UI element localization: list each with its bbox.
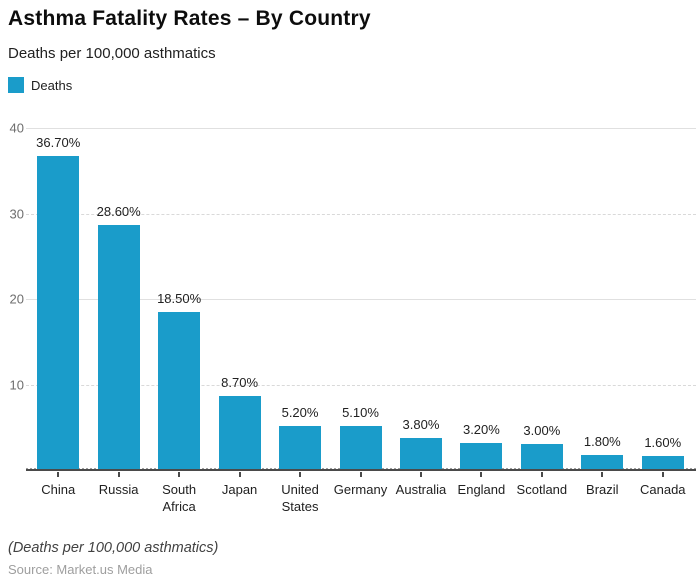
x-axis-label-scotland: Scotland	[516, 482, 568, 497]
x-axis-tick	[661, 472, 664, 477]
bar-value-label: 5.10%	[342, 405, 379, 421]
x-axis-tick	[238, 472, 241, 477]
gridline-y-30	[26, 213, 696, 215]
bar-value-label: 3.20%	[462, 421, 500, 437]
bar-value-label: 3.80%	[402, 416, 440, 432]
x-axis-label-england: England	[457, 482, 506, 497]
bar-russia	[97, 225, 140, 470]
x-axis-tick	[299, 472, 302, 477]
x-axis-line	[26, 469, 696, 471]
gridline-y-10	[26, 384, 696, 386]
gridline-y-20	[26, 299, 696, 300]
x-axis-tick	[480, 472, 483, 477]
gridline-y-40	[26, 128, 696, 129]
bar-germany	[339, 426, 382, 470]
x-axis-label-south-africa: South Africa	[162, 482, 197, 514]
page-title: Asthma Fatality Rates – By Country	[8, 7, 371, 30]
bar-value-label: 18.50%	[157, 290, 202, 306]
bar-value-label: 1.60%	[644, 435, 682, 451]
bar-value-label: 1.80%	[583, 433, 621, 449]
bar-china	[37, 156, 80, 470]
source-credit: Source: Market.us Media	[8, 562, 153, 577]
x-axis-tick	[419, 472, 422, 477]
x-axis-label-japan: Japan	[221, 482, 258, 497]
bar-canada	[641, 456, 684, 470]
legend-label: Deaths	[31, 77, 73, 93]
bar-value-label: 3.00%	[523, 423, 561, 439]
bar-brazil	[581, 454, 624, 470]
x-axis-tick	[601, 472, 604, 477]
x-axis-label-australia: Australia	[395, 482, 447, 497]
legend: Deaths	[8, 77, 72, 93]
y-axis-tick-label: 30	[9, 206, 24, 221]
x-axis-tick	[57, 472, 60, 477]
chart-footnote: (Deaths per 100,000 asthmatics)	[8, 540, 219, 556]
y-axis-tick-label: 20	[9, 291, 24, 307]
x-axis-tick	[178, 472, 181, 477]
bar-scotland	[520, 444, 563, 470]
bar-value-label: 28.60%	[96, 204, 141, 220]
bar-united-states	[279, 425, 322, 470]
y-axis-tick-label: 10	[9, 377, 24, 392]
x-axis-label-brazil: Brazil	[586, 482, 619, 497]
x-axis-label-canada: Canada	[639, 482, 686, 497]
bar-england	[460, 442, 503, 470]
x-axis-label-united-states: United States	[281, 482, 319, 514]
x-axis-label-china: China	[41, 482, 76, 497]
x-axis-tick	[117, 472, 120, 477]
x-axis-tick	[359, 472, 362, 477]
bar-south-africa	[158, 311, 201, 470]
legend-swatch-icon	[8, 77, 24, 93]
bar-value-label: 5.20%	[281, 404, 319, 420]
chart-subtitle: Deaths per 100,000 asthmatics	[8, 45, 216, 62]
x-axis-label-russia: Russia	[98, 482, 139, 497]
x-axis-tick	[540, 472, 543, 477]
y-axis-tick-label: 40	[9, 120, 24, 136]
bar-japan	[218, 395, 261, 470]
x-axis-label-germany: Germany	[333, 482, 388, 497]
bar-value-label: 8.70%	[221, 374, 259, 390]
bar-australia	[399, 437, 442, 470]
bar-value-label: 36.70%	[36, 135, 81, 151]
